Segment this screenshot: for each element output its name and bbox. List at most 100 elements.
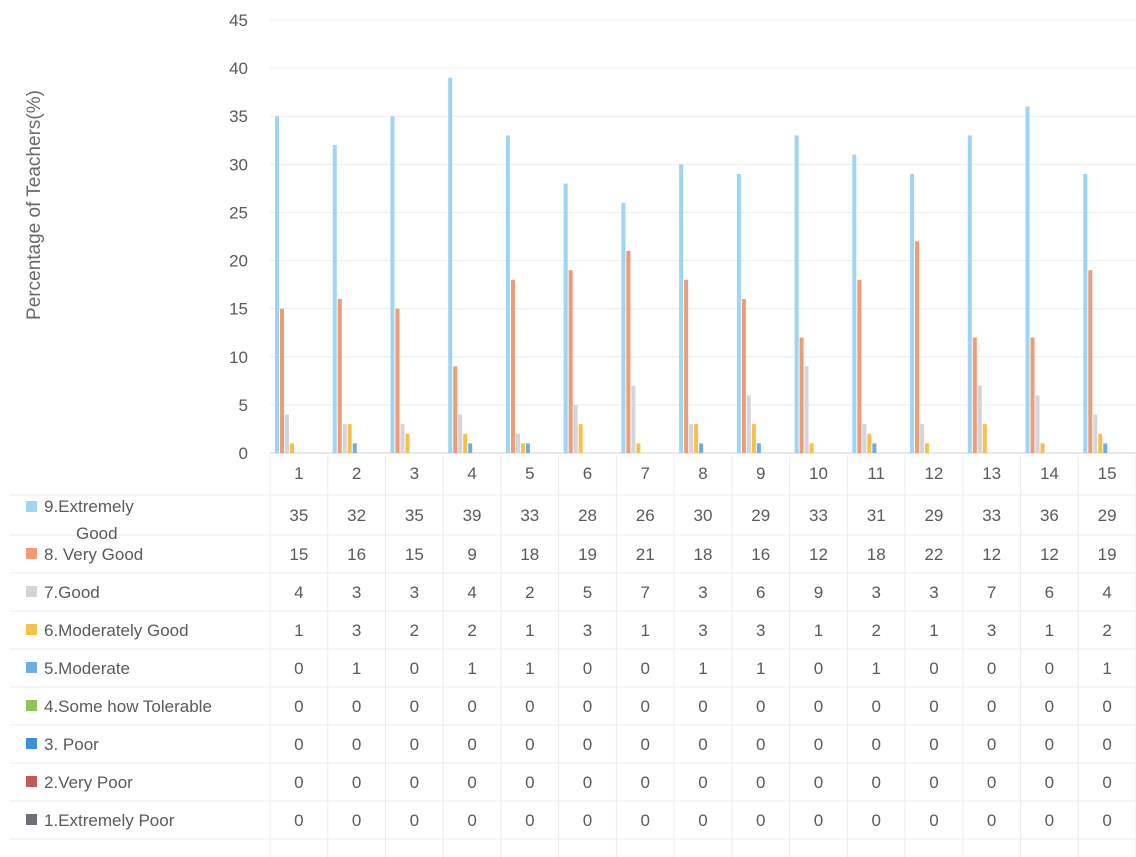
legend-swatch bbox=[26, 548, 37, 559]
data-label: 16 bbox=[347, 545, 366, 564]
data-label: 0 bbox=[467, 735, 476, 754]
data-label: 0 bbox=[410, 659, 419, 678]
data-label: 0 bbox=[352, 773, 361, 792]
data-label: 9 bbox=[814, 583, 823, 602]
bar bbox=[1035, 395, 1040, 453]
bar bbox=[568, 270, 573, 453]
bar bbox=[631, 385, 636, 453]
data-label: 0 bbox=[467, 773, 476, 792]
data-label: 1 bbox=[352, 659, 361, 678]
bar bbox=[337, 299, 342, 453]
data-label: 29 bbox=[1098, 506, 1117, 525]
data-label: 0 bbox=[352, 811, 361, 830]
bar bbox=[636, 443, 641, 453]
legend-label: 7.Good bbox=[44, 583, 100, 602]
legend-swatch bbox=[26, 776, 37, 787]
bar bbox=[982, 424, 987, 453]
bar bbox=[915, 241, 920, 453]
bar bbox=[872, 443, 877, 453]
x-tick-label: 7 bbox=[641, 464, 650, 483]
bar bbox=[515, 433, 520, 453]
data-label: 0 bbox=[756, 811, 765, 830]
data-label: 4 bbox=[294, 583, 303, 602]
y-tick-label: 35 bbox=[229, 107, 248, 126]
x-tick-label: 8 bbox=[698, 464, 707, 483]
data-label: 0 bbox=[987, 811, 996, 830]
data-label: 22 bbox=[924, 545, 943, 564]
data-label: 0 bbox=[814, 659, 823, 678]
data-label: 1 bbox=[1102, 659, 1111, 678]
legend-label: 3. Poor bbox=[44, 735, 99, 754]
data-label: 7 bbox=[987, 583, 996, 602]
data-label: 12 bbox=[982, 545, 1001, 564]
data-label: 0 bbox=[814, 735, 823, 754]
data-label: 3 bbox=[929, 583, 938, 602]
bar bbox=[1093, 414, 1098, 453]
legend-label: 9.Extremely bbox=[44, 497, 134, 516]
data-label: 0 bbox=[1102, 735, 1111, 754]
data-label: 35 bbox=[289, 506, 308, 525]
data-label: 3 bbox=[698, 621, 707, 640]
data-label: 0 bbox=[698, 735, 707, 754]
data-label: 3 bbox=[352, 583, 361, 602]
x-tick-label: 12 bbox=[924, 464, 943, 483]
data-label: 21 bbox=[636, 545, 655, 564]
bar bbox=[626, 250, 631, 453]
bar bbox=[751, 424, 756, 453]
bar bbox=[977, 385, 982, 453]
bar bbox=[684, 279, 689, 453]
bar bbox=[290, 443, 294, 453]
data-label: 30 bbox=[694, 506, 713, 525]
bar bbox=[285, 414, 289, 453]
bar bbox=[794, 135, 799, 453]
data-label: 1 bbox=[929, 621, 938, 640]
bar bbox=[799, 337, 804, 453]
bar bbox=[746, 395, 751, 453]
bar bbox=[468, 443, 473, 453]
data-label: 1 bbox=[525, 659, 534, 678]
data-label: 0 bbox=[1045, 697, 1054, 716]
y-tick-label: 30 bbox=[229, 155, 248, 174]
data-label: 3 bbox=[410, 583, 419, 602]
data-label: 0 bbox=[467, 697, 476, 716]
data-label: 2 bbox=[467, 621, 476, 640]
bar bbox=[505, 135, 510, 453]
data-label: 36 bbox=[1040, 506, 1059, 525]
data-label: 0 bbox=[987, 773, 996, 792]
data-label: 0 bbox=[583, 735, 592, 754]
x-tick-label: 15 bbox=[1098, 464, 1117, 483]
data-label: 32 bbox=[347, 506, 366, 525]
data-label: 12 bbox=[1040, 545, 1059, 564]
bar bbox=[525, 443, 530, 453]
bar bbox=[448, 77, 453, 453]
data-label: 0 bbox=[583, 773, 592, 792]
data-label: 0 bbox=[1102, 773, 1111, 792]
data-label: 6 bbox=[756, 583, 765, 602]
data-label: 26 bbox=[636, 506, 655, 525]
data-label: 3 bbox=[352, 621, 361, 640]
data-label: 35 bbox=[405, 506, 424, 525]
bar bbox=[405, 433, 410, 453]
legend-label: 8. Very Good bbox=[44, 545, 143, 564]
data-label: 0 bbox=[641, 811, 650, 830]
y-tick-label: 45 bbox=[229, 11, 248, 30]
data-label: 0 bbox=[871, 735, 880, 754]
data-label: 18 bbox=[520, 545, 539, 564]
bar bbox=[578, 424, 583, 453]
bar bbox=[967, 135, 972, 453]
legend-label: 5.Moderate bbox=[44, 659, 130, 678]
data-label: 16 bbox=[751, 545, 770, 564]
data-label: 0 bbox=[525, 773, 534, 792]
bar bbox=[390, 116, 395, 453]
data-label: 0 bbox=[987, 659, 996, 678]
data-label: 19 bbox=[578, 545, 597, 564]
x-tick-label: 6 bbox=[583, 464, 592, 483]
data-label: 31 bbox=[867, 506, 886, 525]
legend-swatch bbox=[26, 501, 37, 512]
data-label: 0 bbox=[929, 773, 938, 792]
data-label: 0 bbox=[756, 773, 765, 792]
x-tick-label: 14 bbox=[1040, 464, 1059, 483]
bar bbox=[862, 424, 867, 453]
data-label: 0 bbox=[929, 659, 938, 678]
